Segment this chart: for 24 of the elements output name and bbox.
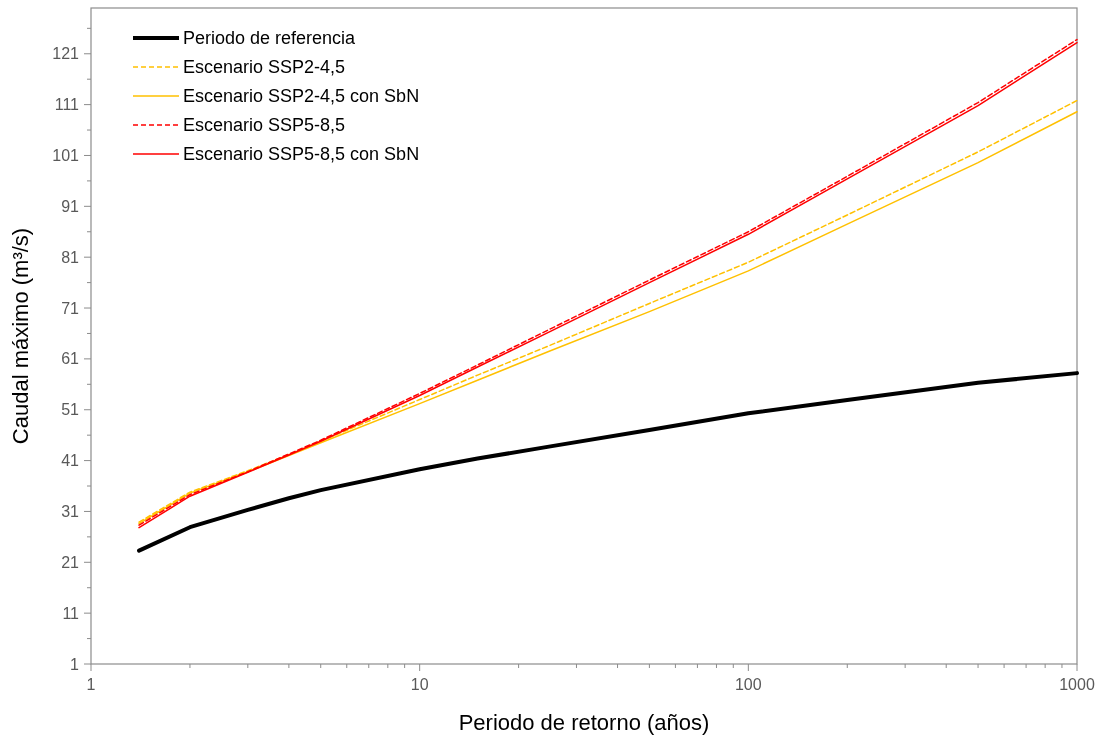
y-tick-label: 121	[52, 45, 80, 63]
x-tick-label: 1	[86, 676, 96, 693]
legend-label: Escenario SSP2-4,5	[183, 57, 346, 78]
legend-label: Escenario SSP5-8,5 con SbN	[183, 144, 420, 165]
legend-label: Periodo de referencia	[183, 28, 357, 49]
y-tick-label: 31	[61, 503, 80, 521]
y-tick-label: 101	[52, 147, 80, 165]
y-tick-label: 51	[61, 401, 80, 419]
legend-label: Escenario SSP5-8,5	[183, 115, 346, 136]
y-tick-label: 1	[70, 655, 80, 673]
y-tick-label: 11	[62, 604, 80, 622]
x-tick-label: 10	[410, 676, 429, 693]
legend-label: Escenario SSP2-4,5 con SbN	[183, 86, 420, 107]
y-tick-label: 41	[61, 452, 80, 470]
y-tick-label: 21	[61, 553, 80, 571]
x-tick-label: 100	[734, 676, 762, 693]
y-tick-label: 81	[61, 248, 80, 266]
y-tick-label: 111	[54, 96, 80, 114]
y-tick-label: 61	[61, 350, 80, 368]
x-tick-label: 1000	[1059, 676, 1095, 693]
y-axis-title: Caudal máximo (m³/s)	[8, 227, 33, 445]
y-tick-label: 71	[61, 299, 80, 317]
x-axis-title: Periodo de retorno (años)	[458, 710, 710, 735]
y-tick-label: 91	[61, 197, 80, 215]
